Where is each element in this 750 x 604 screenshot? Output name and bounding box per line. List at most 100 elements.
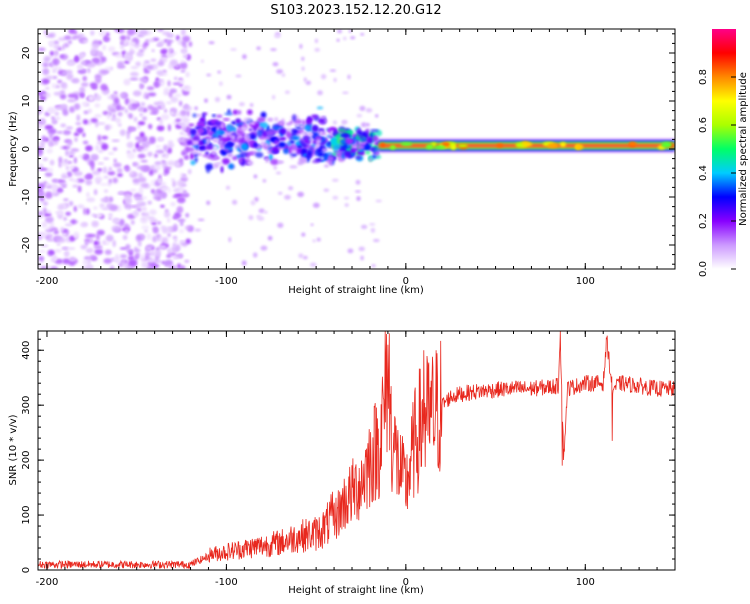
spectral-blob: [158, 136, 164, 142]
spectral-blob: [296, 147, 303, 153]
spectral-blob: [90, 30, 95, 36]
spectral-blob: [128, 259, 138, 266]
spectral-blob: [192, 135, 201, 143]
spectral-blob: [57, 179, 66, 184]
spectral-blob: [97, 149, 104, 153]
spectral-blob: [91, 220, 99, 228]
spectral-blob: [161, 113, 170, 121]
spectral-blob: [85, 60, 93, 64]
spectral-blob: [317, 147, 322, 154]
spectral-blob: [85, 247, 94, 254]
spectral-blob: [344, 203, 349, 207]
spectral-blob: [332, 120, 337, 125]
spectral-blob: [249, 103, 254, 107]
spectral-blob: [91, 43, 100, 48]
spectral-blob: [205, 166, 211, 174]
spectral-blob: [101, 143, 109, 151]
spectral-blob: [73, 56, 80, 63]
spectral-blob: [44, 191, 53, 199]
spectral-blob: [137, 172, 143, 179]
spectral-blob: [51, 116, 55, 120]
spectral-blob: [182, 133, 189, 136]
spectral-blob: [66, 73, 74, 81]
spectral-blob: [272, 62, 279, 67]
spectral-blob: [45, 33, 54, 38]
spectral-blob: [121, 39, 129, 47]
spectral-blob: [264, 143, 269, 147]
spectral-blob: [80, 222, 88, 228]
spectral-blob: [132, 162, 140, 167]
spectral-blob: [112, 240, 116, 248]
spectral-blob: [250, 200, 256, 206]
spectral-blob: [320, 116, 327, 119]
spectral-blob: [130, 220, 135, 225]
spectral-blob: [94, 94, 102, 101]
spectral-blob: [62, 232, 67, 237]
carrier-hotspot: [457, 144, 468, 148]
spectral-blob: [337, 128, 346, 133]
spectral-blob: [368, 147, 377, 151]
spectral-blob: [134, 255, 139, 261]
spectral-blob: [89, 160, 95, 167]
spectral-blob: [174, 160, 181, 168]
spectral-blob: [197, 152, 202, 156]
spectral-blob: [130, 188, 137, 192]
spectral-blob: [40, 141, 45, 148]
spectral-blob: [69, 151, 75, 155]
spectral-blob: [149, 218, 158, 223]
spectral-blob: [166, 254, 172, 258]
spectral-blob: [244, 133, 251, 142]
spectral-blob: [248, 128, 253, 132]
spectral-blob: [167, 80, 171, 87]
spectral-blob: [138, 176, 147, 183]
spectral-blob: [142, 116, 147, 121]
spectral-blob: [145, 94, 150, 100]
spectral-blob: [243, 117, 252, 123]
spectral-blob: [180, 109, 188, 116]
spectral-blob: [184, 259, 190, 263]
spectral-blob: [45, 75, 54, 80]
spectral-blob: [203, 112, 208, 116]
spectral-blob: [108, 178, 113, 184]
spectral-blob: [299, 43, 303, 49]
spectral-blob: [40, 197, 45, 202]
spectral-blob: [227, 109, 231, 114]
spectral-blob: [48, 250, 55, 255]
spectral-blob: [316, 139, 322, 144]
spectral-blob: [135, 203, 142, 208]
spectral-blob: [251, 133, 255, 140]
spectral-blob: [126, 141, 134, 149]
spectral-blob: [67, 247, 76, 250]
spectral-blob: [224, 112, 234, 116]
spectral-blob: [158, 73, 168, 76]
spectral-blob: [102, 166, 108, 174]
carrier-hotspot: [496, 143, 504, 148]
spectral-blob: [114, 53, 124, 59]
spectral-blob: [217, 70, 221, 74]
spectral-blob: [132, 90, 142, 97]
spectral-blob: [289, 120, 294, 124]
spectral-blob: [147, 200, 152, 205]
spectral-blob: [216, 114, 223, 118]
spectral-blob: [135, 235, 142, 242]
spectral-blob: [301, 232, 306, 237]
spectral-blob: [246, 109, 253, 115]
spectral-blob: [112, 177, 118, 184]
spectral-blob: [250, 122, 256, 126]
spectral-blob: [242, 54, 247, 60]
spectral-blob: [78, 92, 85, 98]
spectral-blob: [173, 188, 180, 193]
spectral-blob: [197, 144, 207, 151]
spectral-blob: [94, 248, 103, 255]
spectral-blob: [136, 51, 144, 57]
spectral-blob: [164, 108, 168, 113]
snr-x-label: Height of straight line (km): [288, 585, 424, 596]
spectral-blob: [237, 138, 245, 145]
spectral-blob: [74, 137, 78, 142]
spectral-blob: [270, 48, 277, 52]
spectral-blob: [53, 44, 61, 50]
spectral-blob: [310, 223, 314, 227]
spectral-blob: [145, 64, 154, 71]
spectral-blob: [253, 174, 258, 179]
